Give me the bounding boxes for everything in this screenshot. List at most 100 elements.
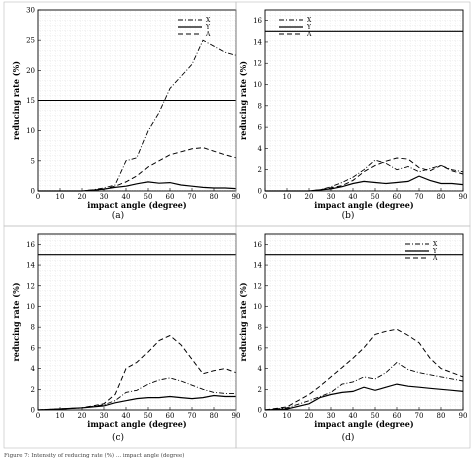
y-tick-label: 14 [253, 38, 262, 46]
x-tick-label: 0 [36, 412, 40, 420]
y-tick-label: 14 [26, 262, 35, 270]
y-tick-label: 5 [31, 157, 35, 165]
series-line-x [264, 361, 464, 411]
x-tick-label: 60 [393, 193, 402, 201]
x-tick-label: 70 [415, 193, 424, 201]
legend: XYA [279, 17, 312, 38]
plot-grid [265, 10, 463, 191]
x-tick-label: 0 [263, 412, 267, 420]
y-tick-label: 10 [253, 303, 262, 311]
series-line-y [265, 175, 464, 192]
legend-label-y: Y [432, 248, 438, 255]
plot-grid [265, 234, 463, 410]
y-tick-label: 8 [31, 324, 35, 332]
x-axis-label: impact angle (degree) [314, 419, 414, 429]
y-tick-label: 4 [258, 365, 263, 373]
y-tick-label: 6 [258, 344, 263, 352]
legend-label-y: Y [205, 24, 211, 31]
x-tick-label: 10 [56, 412, 65, 420]
y-axis-label: reducing rate (%) [238, 282, 248, 361]
x-tick-label: 60 [166, 193, 175, 201]
chart-panel-2: 0 10 20 30 40 50 60 70 80 90 0 2 4 6 8 10 12 14 16 impact a… [235, 1, 471, 227]
x-tick-label: 30 [100, 412, 109, 420]
x-tick-label: 70 [415, 412, 424, 420]
x-axis-label: impact angle (degree) [87, 200, 187, 210]
series-line-a [264, 328, 464, 411]
series-line-y [38, 181, 237, 192]
panel-label: (d) [342, 432, 355, 443]
y-tick-label: 2 [258, 386, 262, 394]
y-axis-label: reducing rate (%) [11, 282, 21, 361]
y-tick-label: 4 [258, 145, 263, 153]
y-tick-label: 16 [253, 17, 262, 25]
figure-caption: Figure 7: Intensity of reducing rate (%)… [4, 452, 184, 459]
y-tick-label: 15 [26, 97, 35, 105]
y-tick-label: 12 [253, 282, 262, 290]
y-tick-label: 25 [26, 37, 35, 45]
x-tick-label: 80 [210, 412, 219, 420]
x-tick-label: 30 [327, 412, 336, 420]
series-line-y [37, 394, 236, 411]
x-tick-label: 70 [188, 193, 197, 201]
y-tick-label: 4 [31, 365, 36, 373]
y-tick-label: 0 [258, 407, 262, 415]
y-tick-label: 0 [31, 407, 35, 415]
x-tick-label: 90 [459, 193, 468, 201]
y-tick-label: 8 [258, 102, 262, 110]
y-tick-label: 10 [26, 303, 35, 311]
legend-label-a: A [306, 31, 312, 38]
x-tick-label: 60 [166, 412, 175, 420]
plot-frame [264, 9, 464, 192]
x-tick-label: 0 [263, 193, 267, 201]
x-tick-label: 0 [36, 193, 40, 201]
x-tick-label: 20 [78, 193, 87, 201]
legend-label-a: A [205, 31, 211, 38]
x-tick-label: 10 [283, 412, 292, 420]
y-tick-label: 6 [31, 344, 36, 352]
series-line-a [37, 334, 237, 411]
y-tick-label: 14 [253, 262, 262, 270]
x-tick-label: 80 [210, 193, 219, 201]
legend: XYA [178, 17, 211, 38]
legend-label-x: X [206, 17, 211, 24]
legend-label-a: A [432, 255, 438, 262]
panel-label: (a) [112, 210, 124, 221]
panel-label: (c) [112, 432, 124, 443]
series-line-x [37, 377, 236, 411]
y-tick-label: 2 [31, 386, 35, 394]
plot-frame [264, 233, 464, 411]
x-tick-label: 30 [100, 193, 109, 201]
x-tick-label: 10 [56, 193, 65, 201]
y-tick-label: 12 [26, 282, 35, 290]
x-tick-label: 40 [122, 412, 131, 420]
y-tick-label: 0 [258, 188, 262, 196]
x-tick-label: 50 [371, 412, 380, 420]
x-tick-label: 80 [437, 193, 446, 201]
series-line-y [264, 383, 464, 411]
x-tick-label: 40 [122, 193, 131, 201]
y-tick-label: 8 [258, 324, 262, 332]
y-tick-label: 0 [31, 188, 35, 196]
y-tick-label: 20 [26, 67, 35, 75]
y-tick-label: 16 [26, 241, 35, 249]
y-tick-label: 12 [253, 60, 262, 68]
panel-frame [235, 225, 471, 449]
series-line-a [265, 157, 464, 192]
y-tick-label: 6 [258, 124, 263, 132]
chart-panel-4: 0 10 20 30 40 50 60 70 80 90 0 2 4 6 8 10 12 14 16 impact a… [235, 225, 471, 449]
panel-label: (b) [342, 210, 355, 221]
x-tick-label: 80 [437, 412, 446, 420]
x-tick-label: 20 [78, 412, 87, 420]
x-tick-label: 60 [393, 412, 402, 420]
x-tick-label: 20 [305, 412, 314, 420]
series-line-a [38, 147, 237, 192]
legend-label-y: Y [306, 24, 312, 31]
series-line-x [265, 159, 464, 192]
x-tick-label: 50 [144, 193, 153, 201]
y-tick-label: 10 [26, 127, 35, 135]
y-tick-label: 30 [26, 7, 35, 15]
legend-label-x: X [433, 241, 438, 248]
x-axis-label: impact angle (degree) [87, 419, 187, 429]
